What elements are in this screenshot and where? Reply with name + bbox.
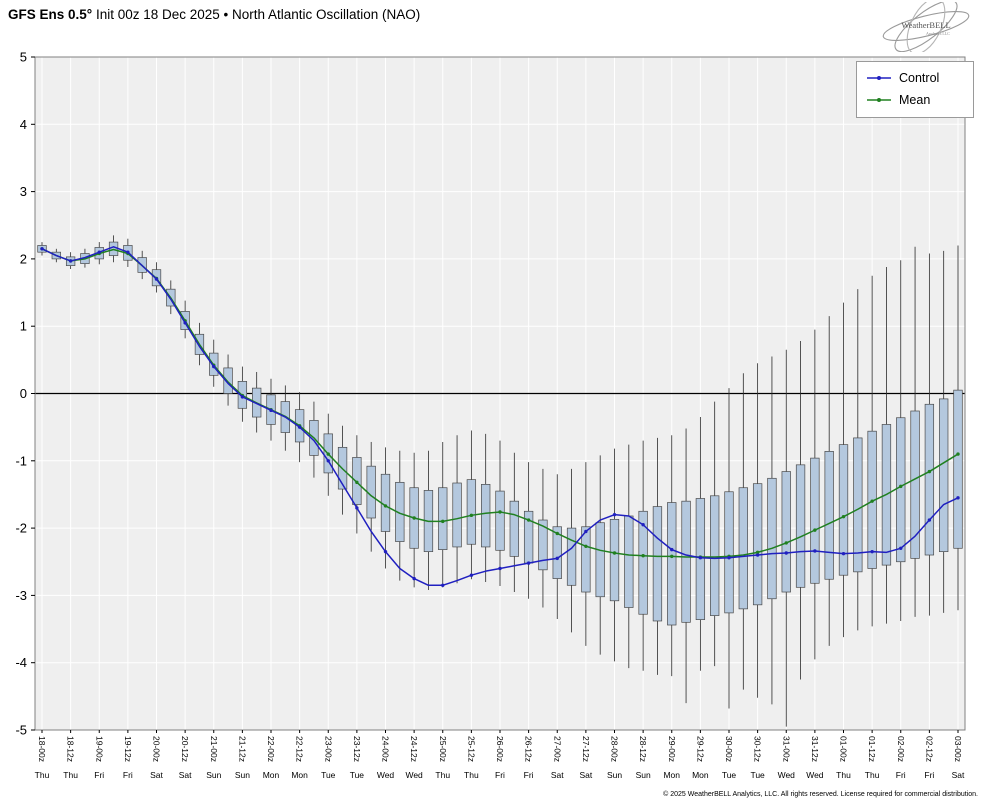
svg-text:23-00z: 23-00z [323, 736, 333, 762]
svg-text:4: 4 [20, 117, 27, 132]
svg-text:02-12z: 02-12z [924, 736, 934, 762]
svg-text:Fri: Fri [123, 770, 133, 780]
svg-text:20-12z: 20-12z [180, 736, 190, 762]
svg-text:Thu: Thu [836, 770, 851, 780]
svg-text:-3: -3 [15, 588, 27, 603]
legend-label-mean: Mean [899, 93, 931, 107]
svg-text:Wed: Wed [806, 770, 824, 780]
logo-wordmark: WeatherBELL [901, 20, 950, 30]
svg-text:-4: -4 [15, 655, 27, 670]
svg-text:Mon: Mon [263, 770, 280, 780]
svg-text:30-00z: 30-00z [724, 736, 734, 762]
svg-text:21-12z: 21-12z [237, 736, 247, 762]
svg-text:Thu: Thu [63, 770, 78, 780]
svg-text:Sat: Sat [952, 770, 965, 780]
svg-text:3: 3 [20, 184, 27, 199]
svg-text:29-12z: 29-12z [695, 736, 705, 762]
svg-text:19-12z: 19-12z [123, 736, 133, 762]
svg-text:Fri: Fri [495, 770, 505, 780]
svg-text:28-12z: 28-12z [638, 736, 648, 762]
chart-title-description: Init 00z 18 Dec 2025 • North Atlantic Os… [92, 7, 421, 22]
svg-text:Wed: Wed [405, 770, 423, 780]
svg-text:31-00z: 31-00z [781, 736, 791, 762]
svg-text:24-12z: 24-12z [409, 736, 419, 762]
chart-title: GFS Ens 0.5° Init 00z 18 Dec 2025 • Nort… [8, 7, 420, 22]
svg-text:28-00z: 28-00z [610, 736, 620, 762]
svg-text:29-00z: 29-00z [667, 736, 677, 762]
logo-subtext: Analytics LLC [926, 31, 950, 36]
svg-text:-2: -2 [15, 521, 27, 536]
svg-text:Fri: Fri [924, 770, 934, 780]
svg-text:19-00z: 19-00z [94, 736, 104, 762]
svg-text:27-00z: 27-00z [552, 736, 562, 762]
svg-text:Sat: Sat [179, 770, 192, 780]
svg-text:2: 2 [20, 251, 27, 266]
svg-text:Fri: Fri [94, 770, 104, 780]
svg-text:Sun: Sun [206, 770, 221, 780]
svg-text:Sun: Sun [235, 770, 250, 780]
svg-text:22-12z: 22-12z [295, 736, 305, 762]
svg-text:5: 5 [20, 50, 27, 65]
svg-text:Sat: Sat [579, 770, 592, 780]
weatherbell-logo-icon: WeatherBELL Analytics LLC [882, 2, 970, 52]
svg-text:Wed: Wed [778, 770, 796, 780]
chart-title-model: GFS Ens 0.5° [8, 7, 93, 22]
svg-text:Tue: Tue [722, 770, 737, 780]
svg-text:21-00z: 21-00z [209, 736, 219, 762]
svg-text:01-00z: 01-00z [839, 736, 849, 762]
svg-text:Mon: Mon [663, 770, 680, 780]
svg-text:Tue: Tue [750, 770, 765, 780]
svg-text:23-12z: 23-12z [352, 736, 362, 762]
svg-text:Tue: Tue [350, 770, 365, 780]
svg-text:18-12z: 18-12z [66, 736, 76, 762]
svg-text:Mon: Mon [692, 770, 709, 780]
chart-legend: Control Mean [856, 61, 974, 118]
control-line-icon [867, 76, 891, 80]
svg-text:Fri: Fri [524, 770, 534, 780]
svg-text:22-00z: 22-00z [266, 736, 276, 762]
svg-text:Thu: Thu [35, 770, 50, 780]
svg-text:30-12z: 30-12z [753, 736, 763, 762]
svg-text:Tue: Tue [321, 770, 336, 780]
mean-line-icon [867, 98, 891, 102]
svg-text:01-12z: 01-12z [867, 736, 877, 762]
legend-item-mean: Mean [866, 89, 964, 111]
svg-text:Thu: Thu [435, 770, 450, 780]
svg-text:Sun: Sun [607, 770, 622, 780]
svg-text:25-00z: 25-00z [438, 736, 448, 762]
svg-text:24-00z: 24-00z [381, 736, 391, 762]
svg-text:03-00z: 03-00z [953, 736, 963, 762]
svg-text:Sat: Sat [150, 770, 163, 780]
svg-text:0: 0 [20, 386, 27, 401]
svg-text:Fri: Fri [896, 770, 906, 780]
svg-text:20-00z: 20-00z [152, 736, 162, 762]
svg-text:-5: -5 [15, 723, 27, 738]
svg-text:27-12z: 27-12z [581, 736, 591, 762]
svg-text:Mon: Mon [291, 770, 308, 780]
svg-text:Wed: Wed [377, 770, 395, 780]
legend-item-control: Control [866, 67, 964, 89]
svg-text:26-12z: 26-12z [524, 736, 534, 762]
svg-text:26-00z: 26-00z [495, 736, 505, 762]
svg-text:-1: -1 [15, 453, 27, 468]
svg-text:Sun: Sun [636, 770, 651, 780]
svg-text:18-00z: 18-00z [37, 736, 47, 762]
svg-text:Sat: Sat [551, 770, 564, 780]
svg-text:25-12z: 25-12z [466, 736, 476, 762]
svg-text:Thu: Thu [464, 770, 479, 780]
svg-text:1: 1 [20, 319, 27, 334]
svg-text:02-00z: 02-00z [896, 736, 906, 762]
svg-text:31-12z: 31-12z [810, 736, 820, 762]
copyright-text: © 2025 WeatherBELL Analytics, LLC. All r… [663, 791, 978, 798]
svg-text:Thu: Thu [865, 770, 880, 780]
legend-label-control: Control [899, 71, 940, 85]
